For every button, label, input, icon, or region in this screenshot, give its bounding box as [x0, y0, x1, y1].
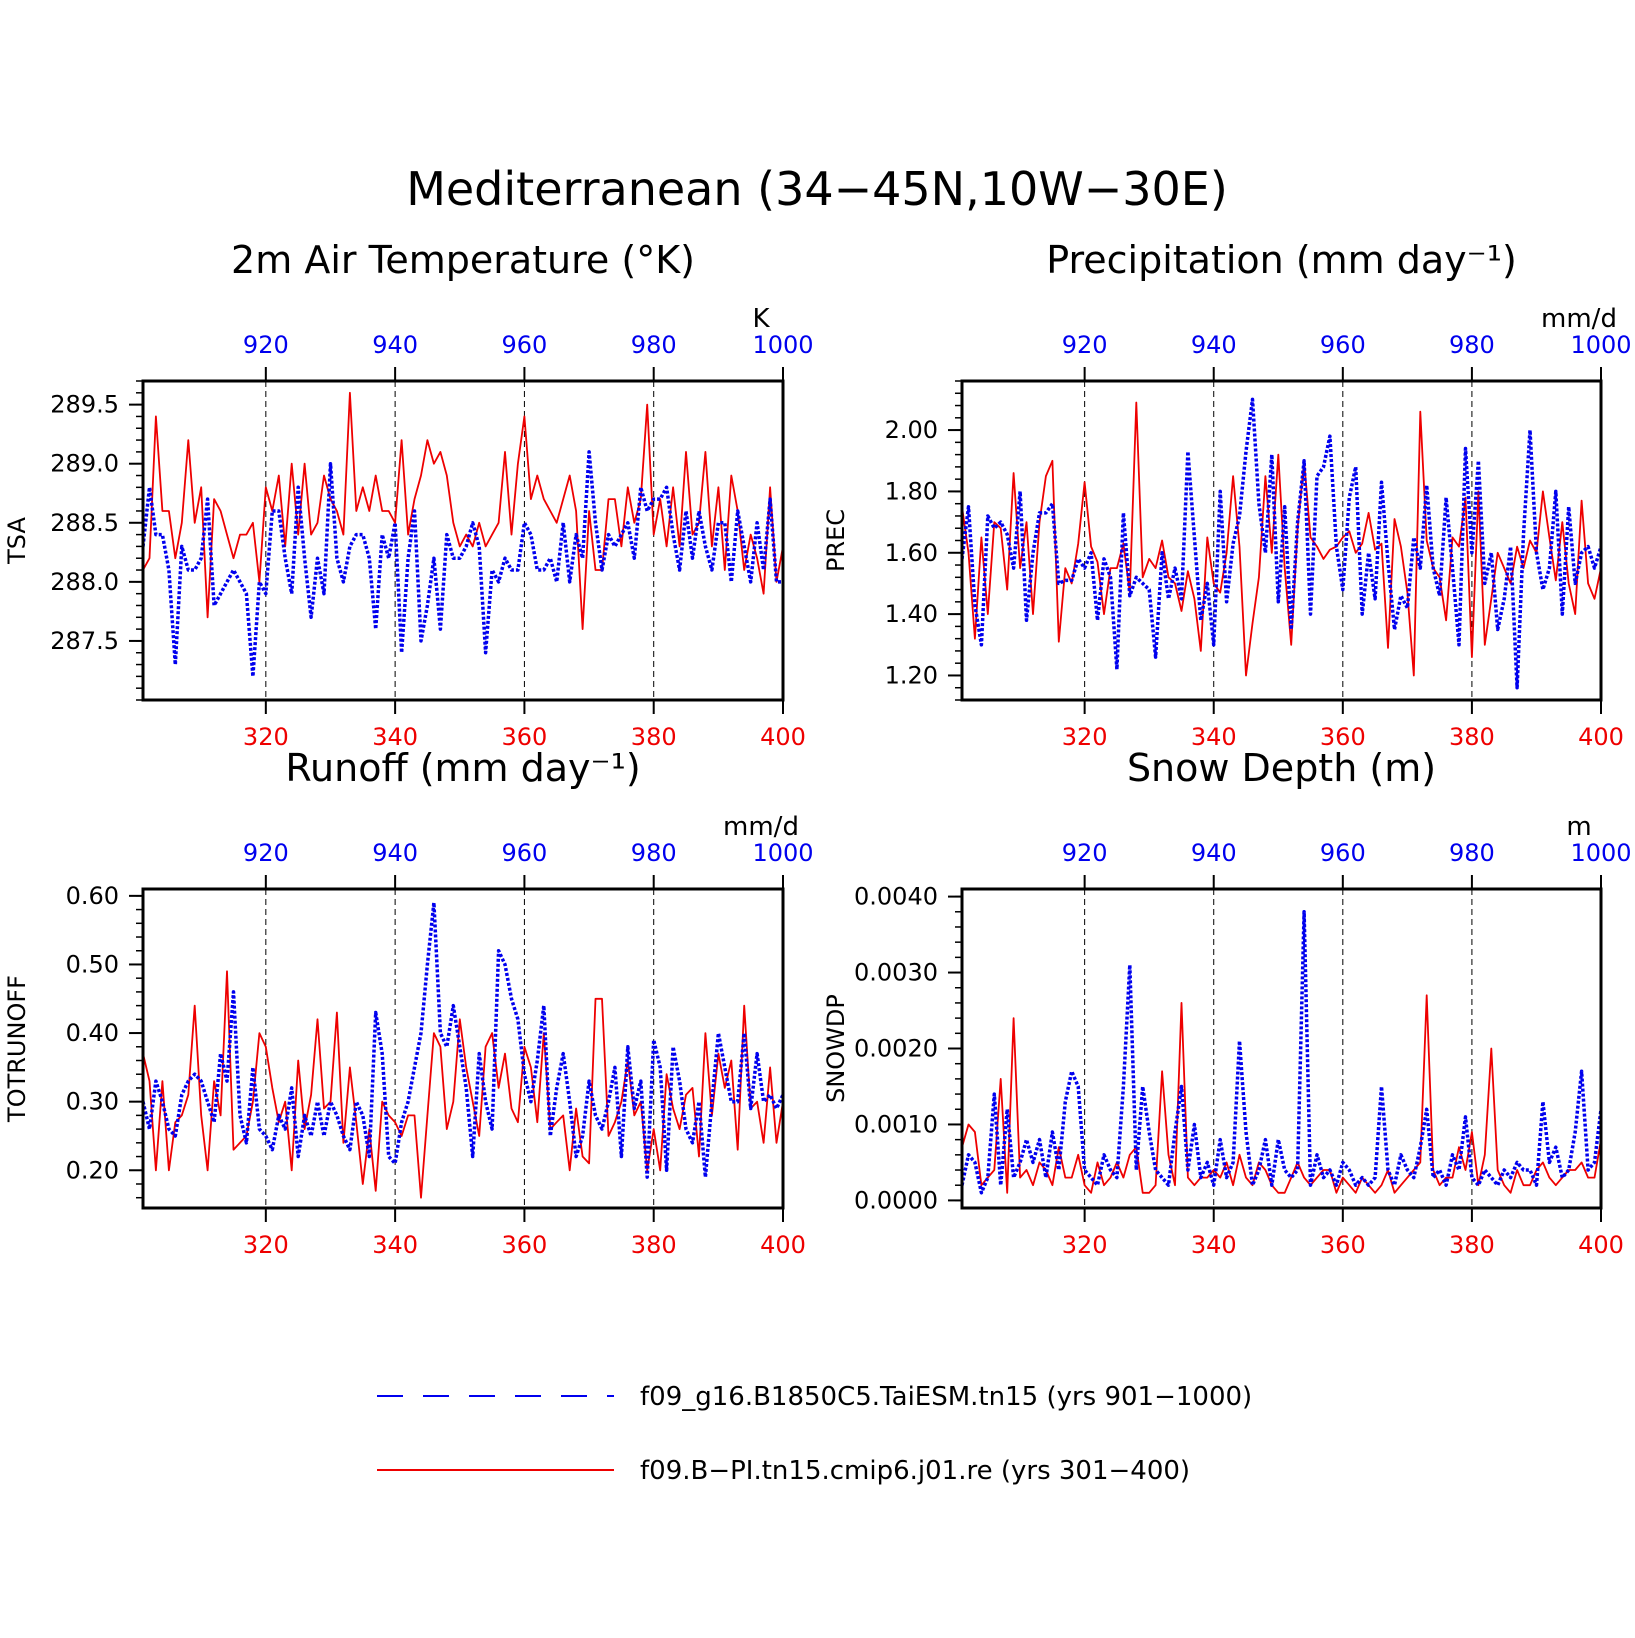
x-tick-label-top: 980 [1449, 331, 1495, 359]
panel-title: Snow Depth (m) [1127, 746, 1436, 790]
x-tick-label-bottom: 320 [1062, 1231, 1108, 1259]
y-axis-label: PREC [822, 509, 850, 572]
y-tick-label: 1.40 [885, 600, 938, 628]
x-tick-label-top: 960 [502, 839, 548, 867]
x-tick-label-bottom: 340 [1191, 1231, 1237, 1259]
x-tick-label-top: 920 [243, 331, 289, 359]
y-axis-label: TOTRUNOFF [3, 975, 31, 1123]
x-tick-label-top: 960 [502, 331, 548, 359]
x-tick-label-bottom: 400 [760, 723, 806, 751]
units-label: mm/d [1541, 304, 1617, 334]
y-tick-label: 287.5 [50, 627, 119, 655]
y-axis-label: SNOWDP [822, 994, 850, 1103]
x-tick-label-top: 980 [1449, 839, 1495, 867]
x-tick-label-top: 960 [1320, 331, 1366, 359]
x-tick-label-top: 960 [1320, 839, 1366, 867]
plot-frame [141, 887, 785, 1210]
x-tick-label-top: 980 [631, 839, 677, 867]
panel-title: Runoff (mm day⁻¹) [285, 746, 640, 790]
y-tick-label: 0.60 [66, 882, 119, 910]
y-tick-label: 2.00 [885, 416, 938, 444]
plot-frame [960, 379, 1603, 702]
y-tick-label: 1.60 [885, 539, 938, 567]
legend: f09_g16.B1850C5.TaiESM.tn15 (yrs 901−100… [377, 1382, 1252, 1486]
x-tick-label-bottom: 400 [1578, 723, 1624, 751]
x-tick-label-bottom: 360 [502, 1231, 548, 1259]
legend-label: f09_g16.B1850C5.TaiESM.tn15 (yrs 901−100… [640, 1382, 1252, 1412]
y-tick-label: 1.80 [885, 477, 938, 505]
y-tick-label: 289.5 [50, 391, 119, 419]
y-tick-label: 288.5 [50, 509, 119, 537]
x-tick-label-top: 1000 [1570, 331, 1631, 359]
legend-item: f09_g16.B1850C5.TaiESM.tn15 (yrs 901−100… [377, 1382, 1252, 1412]
x-tick-label-top: 940 [372, 839, 418, 867]
x-tick-label-top: 940 [1191, 839, 1237, 867]
x-tick-label-top: 920 [243, 839, 289, 867]
x-tick-label-bottom: 320 [243, 1231, 289, 1259]
x-tick-label-bottom: 360 [1320, 1231, 1366, 1259]
panel-totrunoff: Runoff (mm day⁻¹) TOTRUNOFF mm/d 320 340 360 3… [3, 746, 814, 1259]
series-line-red [143, 391, 783, 630]
units-label: K [752, 304, 770, 334]
series-line-blue [962, 397, 1601, 690]
x-tick-label-top: 920 [1062, 331, 1108, 359]
y-axis-label: TSA [3, 517, 31, 565]
panel-title: Precipitation (mm day⁻¹) [1046, 238, 1517, 282]
y-tick-label: 0.20 [66, 1156, 119, 1184]
x-tick-label-bottom: 400 [1578, 1231, 1624, 1259]
x-tick-label-top: 1000 [1570, 839, 1631, 867]
y-tick-label: 0.30 [66, 1088, 119, 1116]
y-tick-label: 288.0 [50, 568, 119, 596]
x-tick-label-bottom: 360 [502, 723, 548, 751]
x-tick-label-bottom: 360 [1320, 723, 1366, 751]
series-line-red [962, 994, 1601, 1194]
x-tick-label-top: 980 [631, 331, 677, 359]
x-tick-label-top: 940 [372, 331, 418, 359]
x-tick-label-bottom: 320 [243, 723, 289, 751]
legend-label: f09.B−PI.tn15.cmip6.j01.re (yrs 301−400) [640, 1456, 1190, 1486]
x-tick-label-bottom: 340 [372, 723, 418, 751]
x-tick-label-top: 940 [1191, 331, 1237, 359]
x-tick-label-bottom: 380 [1449, 1231, 1495, 1259]
legend-item: f09.B−PI.tn15.cmip6.j01.re (yrs 301−400) [377, 1456, 1190, 1486]
x-tick-label-top: 1000 [752, 331, 813, 359]
units-label: m [1566, 812, 1591, 842]
x-tick-label-bottom: 340 [372, 1231, 418, 1259]
units-label: mm/d [723, 812, 799, 842]
series-line-blue [143, 450, 783, 679]
x-tick-label-top: 920 [1062, 839, 1108, 867]
x-tick-label-bottom: 380 [631, 1231, 677, 1259]
y-tick-label: 289.0 [50, 450, 119, 478]
x-tick-label-bottom: 320 [1062, 723, 1108, 751]
y-tick-label: 0.40 [66, 1019, 119, 1047]
x-tick-label-top: 1000 [752, 839, 813, 867]
plot-frame [960, 887, 1603, 1210]
panels: 2m Air Temperature (°K) TSA K 320 340 360 380 4… [3, 238, 1632, 1259]
series-line-red [962, 401, 1601, 677]
panel-tsa: 2m Air Temperature (°K) TSA K 320 340 360 380 4… [3, 238, 814, 751]
x-tick-label-bottom: 400 [760, 1231, 806, 1259]
panel-prec: Precipitation (mm day⁻¹) PREC mm/d 320 340 36… [822, 238, 1632, 751]
series-line-blue [143, 900, 783, 1179]
y-tick-label: 0.0010 [854, 1110, 938, 1138]
panel-snowdp: Snow Depth (m) SNOWDP m 320 340 360 380 400 920 9… [822, 746, 1632, 1259]
series-line-red [143, 970, 783, 1199]
y-tick-label: 1.20 [885, 661, 938, 689]
y-tick-label: 0.50 [66, 950, 119, 978]
y-tick-label: 0.0040 [854, 883, 938, 911]
x-tick-label-bottom: 380 [631, 723, 677, 751]
panel-title: 2m Air Temperature (°K) [231, 238, 695, 282]
y-tick-label: 0.0020 [854, 1035, 938, 1063]
x-tick-label-bottom: 340 [1191, 723, 1237, 751]
y-tick-label: 0.0000 [854, 1186, 938, 1214]
plot-frame [141, 379, 785, 702]
x-tick-label-bottom: 380 [1449, 723, 1495, 751]
figure-title: Mediterranean (34−45N,10W−30E) [406, 162, 1228, 216]
y-tick-label: 0.0030 [854, 959, 938, 987]
